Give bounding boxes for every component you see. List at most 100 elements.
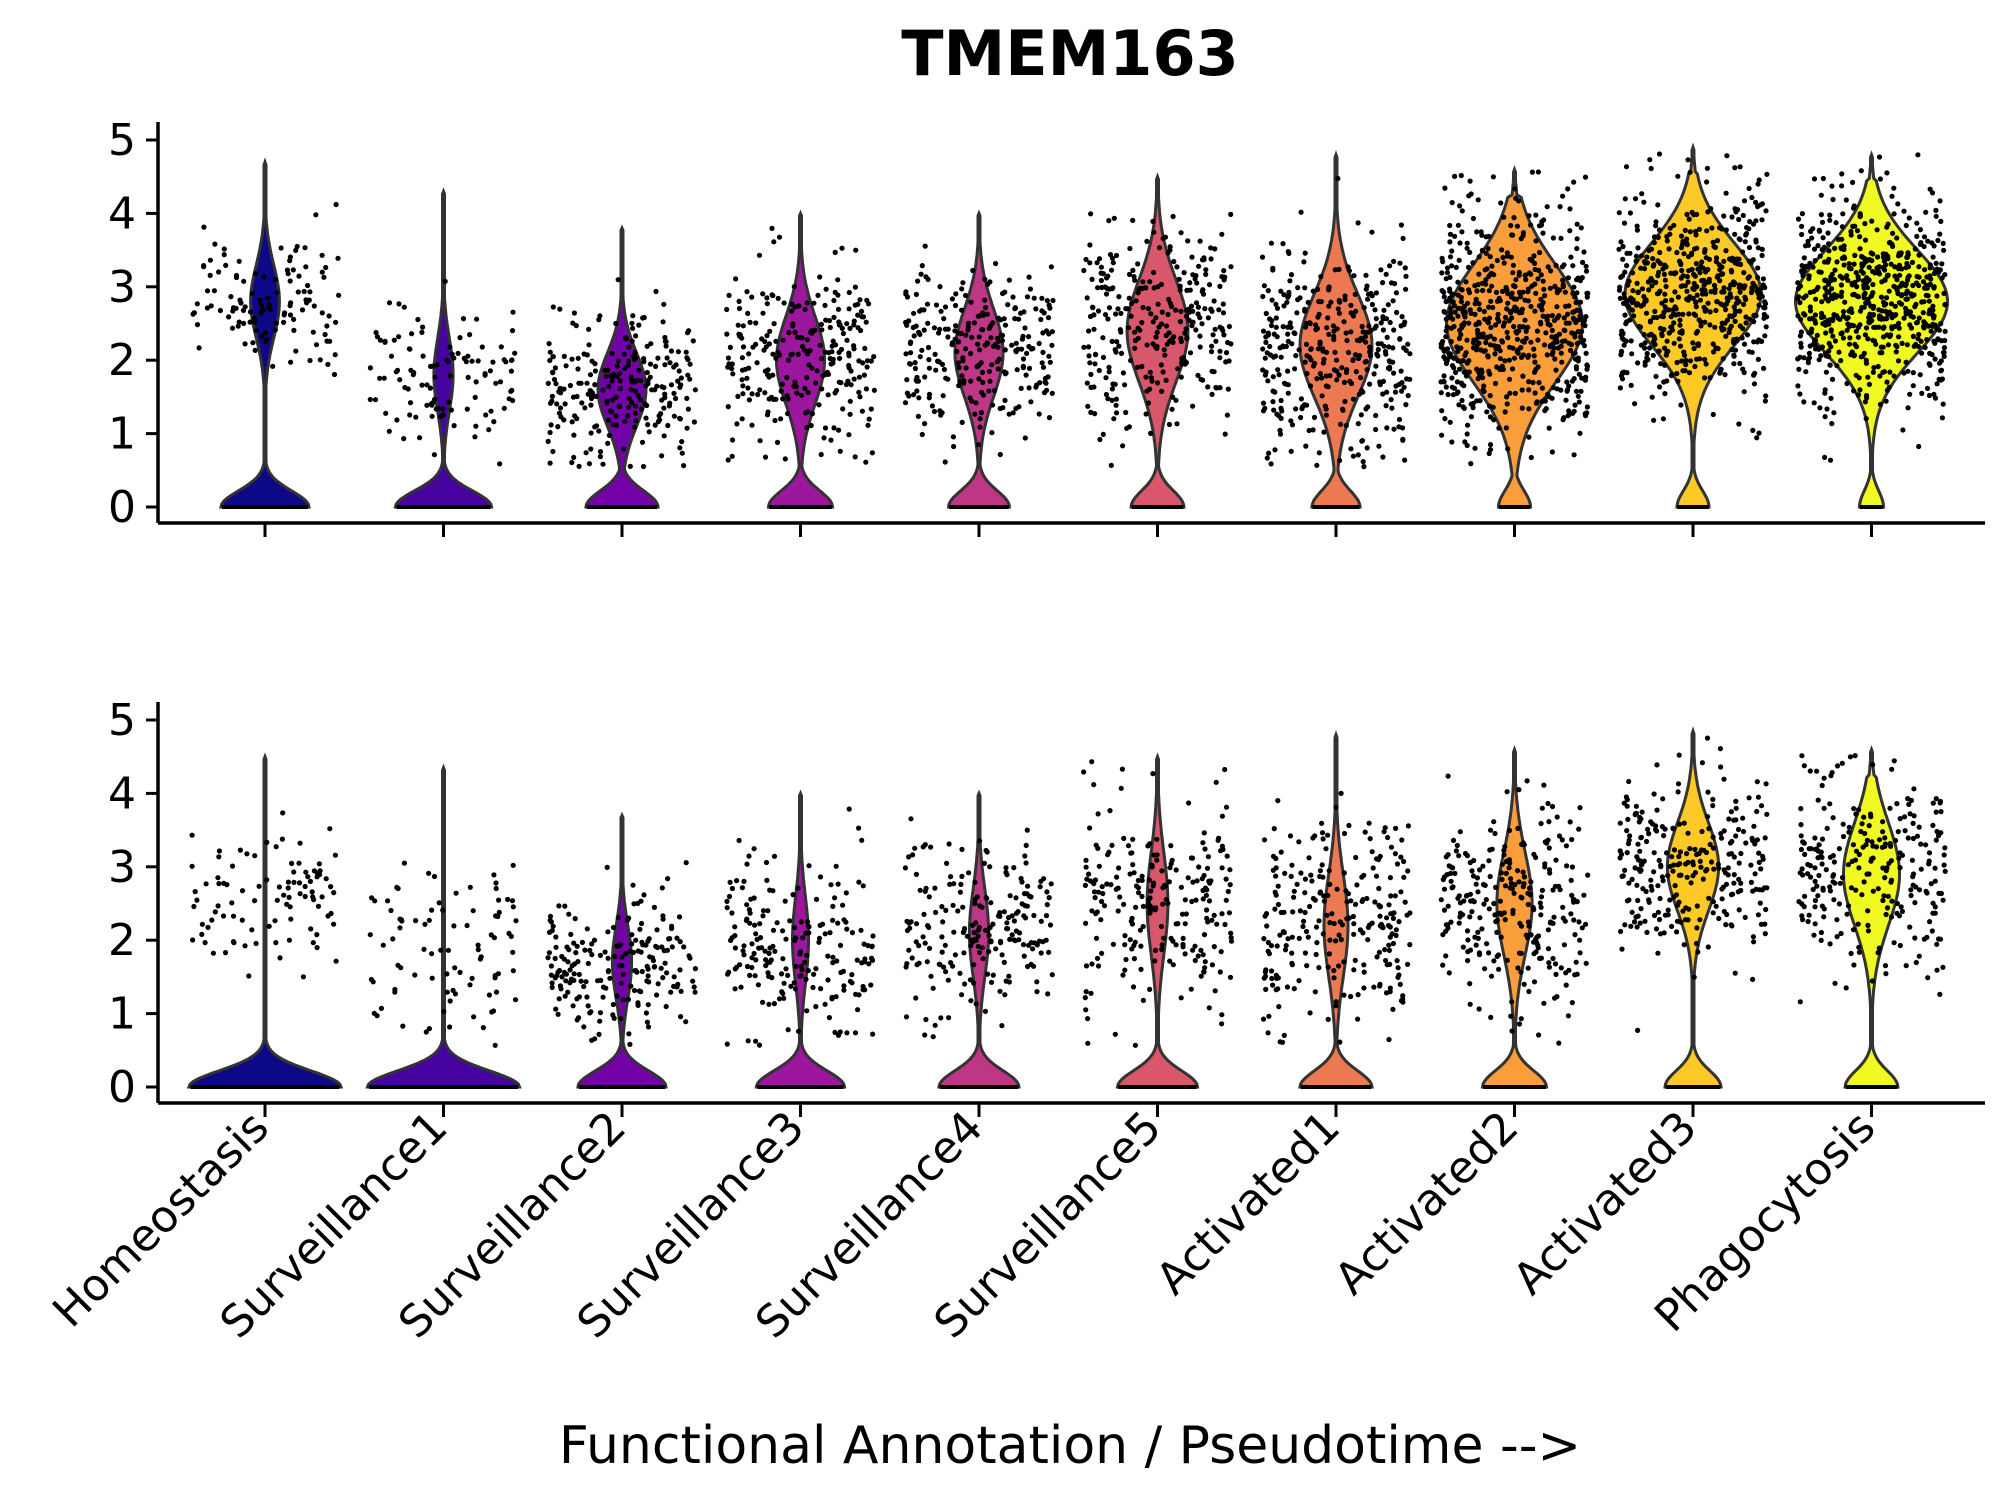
data-point (1821, 244, 1827, 250)
data-point (1718, 368, 1724, 374)
data-point (1571, 452, 1577, 458)
data-point (1118, 785, 1124, 791)
data-point (923, 1016, 929, 1023)
data-point (287, 303, 293, 309)
data-point (1123, 956, 1129, 963)
data-point (1861, 282, 1867, 288)
data-point (1267, 316, 1273, 322)
data-point (281, 892, 287, 898)
data-point (1576, 399, 1582, 405)
data-point (1577, 299, 1584, 305)
data-point (1227, 882, 1233, 888)
data-point (977, 424, 983, 430)
data-point (1136, 890, 1142, 896)
data-point (1704, 179, 1710, 185)
data-point (1161, 935, 1167, 941)
data-point (950, 434, 957, 440)
data-point (194, 897, 200, 903)
data-point (1346, 268, 1352, 274)
data-point (1198, 947, 1204, 953)
data-point (1813, 296, 1819, 302)
data-point (1307, 383, 1314, 389)
data-point (1830, 333, 1836, 339)
data-point (1476, 306, 1483, 312)
points-activated3 (1616, 151, 1770, 441)
data-point (1906, 215, 1912, 221)
data-point (726, 893, 733, 900)
data-point (1576, 308, 1583, 314)
data-point (769, 292, 775, 298)
data-point (805, 919, 811, 925)
data-point (447, 373, 453, 379)
data-point (1564, 388, 1570, 394)
data-point (779, 971, 785, 977)
data-point (1018, 385, 1024, 391)
data-point (1531, 951, 1537, 957)
data-point (1139, 893, 1145, 900)
data-point (189, 863, 195, 869)
data-point (1914, 220, 1920, 226)
data-point (1673, 312, 1679, 318)
data-point (597, 1010, 604, 1016)
data-point (626, 396, 632, 402)
data-point (447, 1024, 453, 1030)
data-point (752, 922, 758, 928)
data-point (1089, 908, 1095, 914)
data-point (1651, 314, 1657, 320)
data-point (829, 994, 835, 1000)
data-point (585, 1003, 591, 1009)
data-point (1840, 309, 1847, 315)
data-point (1197, 238, 1203, 244)
data-point (1011, 865, 1017, 871)
data-point (1481, 388, 1487, 394)
data-point (846, 362, 852, 369)
data-point (1148, 430, 1154, 436)
data-point (1508, 222, 1514, 229)
data-point (1844, 327, 1850, 333)
data-point (1274, 411, 1280, 417)
data-point (778, 416, 784, 422)
data-point (279, 836, 285, 842)
data-point (926, 357, 932, 363)
data-point (1618, 239, 1624, 245)
data-point (556, 967, 563, 974)
data-point (940, 393, 946, 399)
data-point (778, 388, 784, 394)
data-point (975, 341, 981, 347)
data-point (724, 905, 730, 911)
data-point (910, 324, 916, 331)
data-point (1481, 901, 1487, 907)
data-point (1457, 829, 1463, 835)
data-point (1443, 328, 1449, 334)
y-tick-label: 5 (108, 115, 136, 166)
data-point (1454, 390, 1460, 396)
data-point (760, 908, 767, 914)
data-point (1308, 357, 1314, 363)
data-point (605, 417, 612, 423)
data-point (800, 935, 806, 941)
data-point (1746, 258, 1752, 264)
data-point (1443, 384, 1449, 390)
data-point (323, 876, 329, 882)
data-point (1363, 339, 1369, 345)
data-point (1761, 365, 1767, 371)
data-point (1669, 297, 1675, 303)
points-surveillance2 (545, 860, 699, 1047)
data-point (1049, 342, 1055, 348)
data-point (1320, 346, 1326, 352)
data-point (1306, 855, 1312, 861)
data-point (1512, 283, 1518, 290)
data-point (605, 440, 611, 446)
data-point (1167, 958, 1173, 964)
data-point (273, 940, 279, 946)
data-point (629, 338, 635, 344)
data-point (781, 995, 787, 1001)
data-point (1396, 416, 1403, 423)
data-point (1273, 987, 1279, 993)
data-point (230, 913, 237, 919)
data-point (1737, 164, 1743, 170)
data-point (572, 916, 578, 922)
data-point (1083, 1007, 1089, 1013)
data-point (1469, 393, 1475, 399)
data-point (1287, 833, 1294, 839)
